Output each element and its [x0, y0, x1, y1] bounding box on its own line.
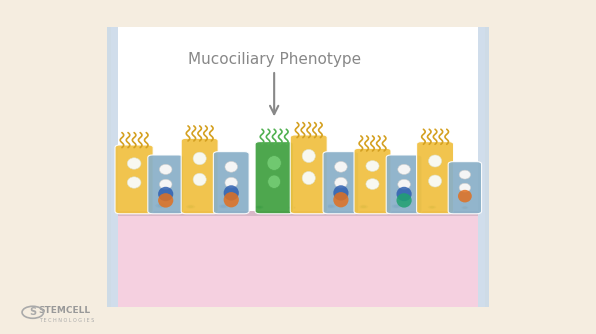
Ellipse shape	[396, 193, 412, 208]
FancyBboxPatch shape	[255, 142, 293, 214]
Ellipse shape	[225, 177, 238, 188]
Ellipse shape	[459, 183, 471, 192]
Ellipse shape	[268, 175, 281, 188]
Text: T E C H N O L O G I E S: T E C H N O L O G I E S	[39, 318, 94, 323]
FancyBboxPatch shape	[111, 27, 485, 307]
Ellipse shape	[393, 205, 399, 208]
Ellipse shape	[159, 179, 172, 189]
Ellipse shape	[429, 155, 442, 167]
Ellipse shape	[366, 161, 379, 171]
Ellipse shape	[459, 170, 471, 179]
FancyBboxPatch shape	[181, 138, 218, 214]
Ellipse shape	[334, 177, 347, 188]
Ellipse shape	[218, 204, 229, 209]
Ellipse shape	[458, 190, 472, 202]
Ellipse shape	[302, 149, 315, 163]
Bar	[118, 211, 478, 216]
Ellipse shape	[225, 161, 238, 172]
Ellipse shape	[288, 206, 296, 209]
FancyBboxPatch shape	[115, 145, 153, 214]
Ellipse shape	[221, 205, 226, 208]
Text: STEMCELL: STEMCELL	[39, 306, 91, 315]
Ellipse shape	[158, 187, 173, 201]
Ellipse shape	[159, 164, 172, 174]
Ellipse shape	[255, 205, 263, 209]
FancyBboxPatch shape	[417, 142, 454, 214]
Ellipse shape	[428, 205, 436, 209]
Ellipse shape	[224, 192, 239, 207]
FancyBboxPatch shape	[148, 155, 184, 214]
Ellipse shape	[398, 164, 411, 174]
FancyBboxPatch shape	[323, 152, 359, 214]
Ellipse shape	[193, 152, 206, 165]
Ellipse shape	[186, 204, 195, 209]
Ellipse shape	[396, 187, 412, 201]
Ellipse shape	[398, 179, 411, 189]
Text: Mucociliary Phenotype: Mucociliary Phenotype	[188, 52, 361, 67]
Ellipse shape	[359, 204, 368, 209]
Ellipse shape	[334, 161, 347, 172]
Ellipse shape	[158, 193, 173, 208]
FancyBboxPatch shape	[448, 162, 482, 214]
Ellipse shape	[267, 156, 281, 170]
Bar	[118, 214, 478, 307]
Ellipse shape	[224, 185, 239, 201]
Ellipse shape	[429, 175, 442, 187]
FancyBboxPatch shape	[354, 148, 391, 214]
FancyBboxPatch shape	[213, 152, 249, 214]
Ellipse shape	[302, 171, 315, 185]
Ellipse shape	[127, 177, 141, 188]
Ellipse shape	[257, 206, 262, 208]
Ellipse shape	[193, 173, 206, 186]
Ellipse shape	[430, 206, 434, 208]
Text: S: S	[29, 307, 36, 317]
Ellipse shape	[391, 204, 402, 209]
Bar	[478, 27, 489, 307]
Ellipse shape	[155, 203, 167, 208]
Ellipse shape	[325, 204, 336, 209]
Ellipse shape	[461, 206, 468, 209]
Ellipse shape	[333, 192, 349, 207]
Ellipse shape	[366, 179, 379, 189]
Ellipse shape	[462, 207, 467, 208]
Ellipse shape	[361, 205, 366, 208]
Bar	[107, 27, 118, 307]
Ellipse shape	[328, 205, 334, 208]
Ellipse shape	[127, 158, 141, 169]
FancyBboxPatch shape	[386, 155, 422, 214]
Ellipse shape	[157, 204, 164, 207]
Ellipse shape	[333, 185, 349, 201]
Ellipse shape	[188, 205, 193, 208]
FancyBboxPatch shape	[290, 135, 327, 214]
Ellipse shape	[290, 207, 294, 208]
